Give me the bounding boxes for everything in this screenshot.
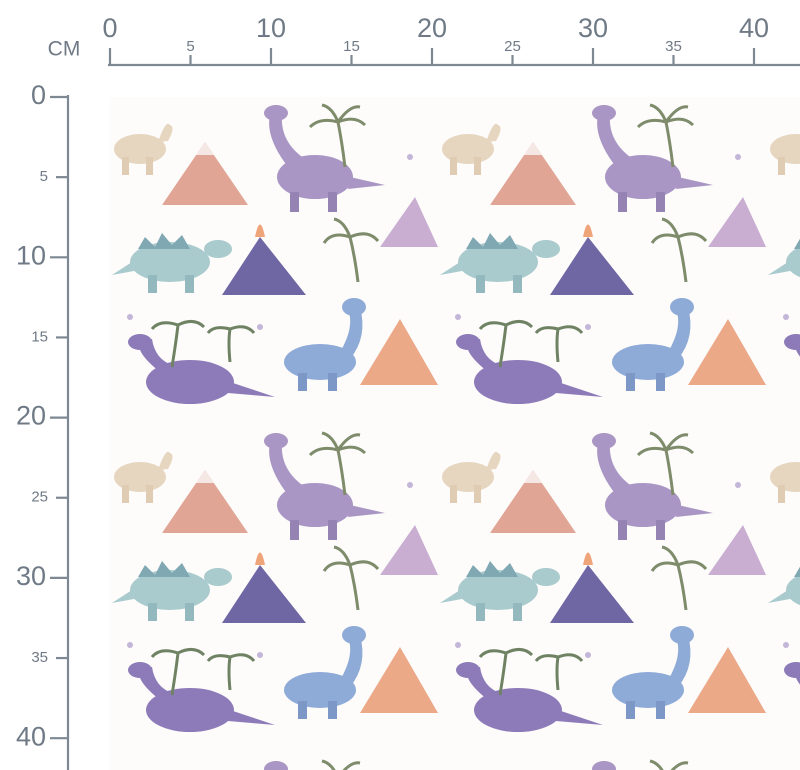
top-tick-label: 0 (102, 13, 117, 43)
left-tick-label: 40 (16, 721, 46, 751)
top-tick-label: 35 (665, 38, 682, 55)
top-tick-label: 5 (186, 38, 194, 55)
top-tick-label: 15 (343, 38, 360, 55)
top-tick-label: 10 (256, 13, 286, 43)
left-tick-label: 30 (16, 561, 46, 591)
left-tick-label: 35 (31, 649, 48, 666)
left-tick-label: 10 (16, 240, 46, 270)
fabric-pattern (110, 97, 800, 770)
left-tick-label: 15 (31, 328, 48, 345)
left-tick-label: 25 (31, 489, 48, 506)
left-tick-label: 0 (31, 80, 46, 110)
top-tick-label: 20 (417, 13, 447, 43)
left-tick-label: 5 (40, 168, 48, 185)
left-tick-label: 20 (16, 401, 46, 431)
top-tick-label: 25 (504, 38, 521, 55)
top-tick-label: 30 (578, 13, 608, 43)
unit-label: CM (48, 38, 81, 61)
top-tick-label: 40 (739, 13, 769, 43)
